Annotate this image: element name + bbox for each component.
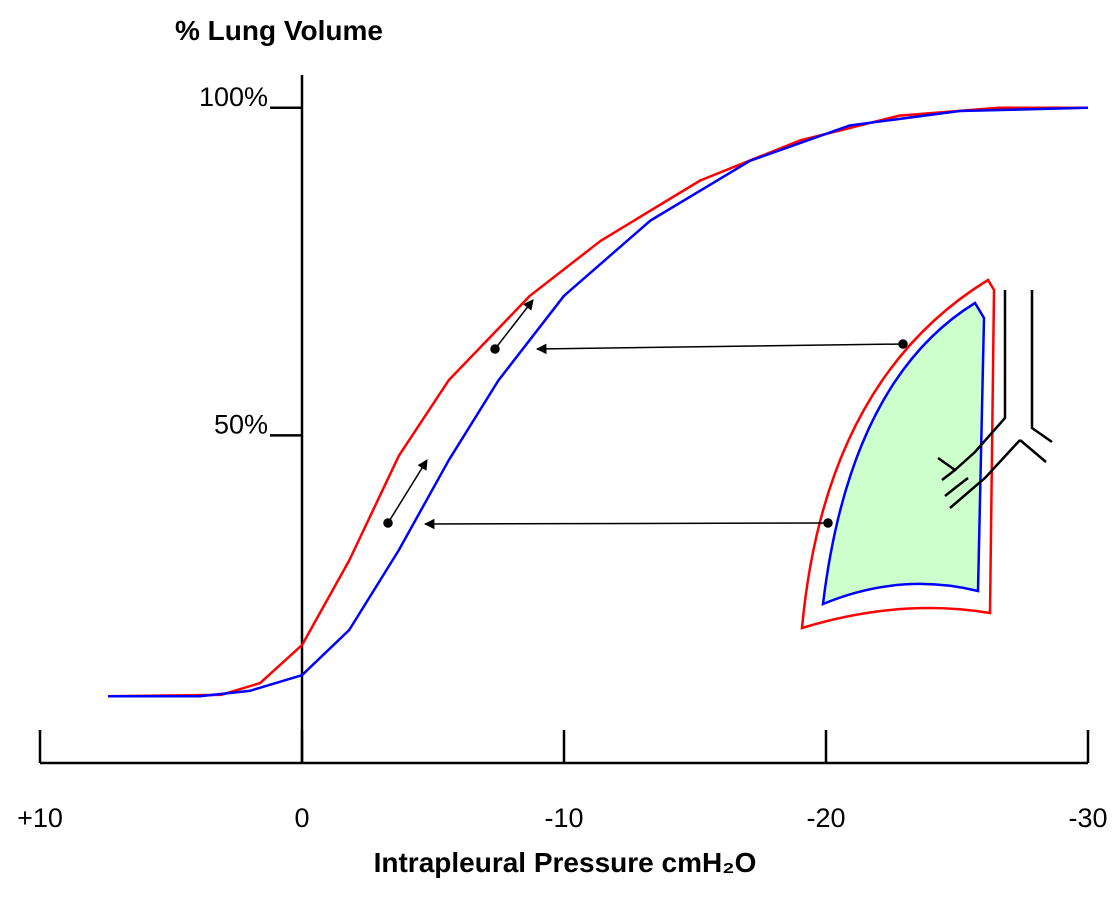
chart-title: % Lung Volume xyxy=(175,15,383,46)
x-axis-label: Intrapleural Pressure cmH₂O xyxy=(374,847,757,878)
y-tick-label: 100% xyxy=(199,82,268,112)
x-tick-label: +10 xyxy=(17,803,63,833)
arrows xyxy=(383,299,908,530)
lung-diagram xyxy=(800,278,1053,630)
x-tick-label: -20 xyxy=(806,803,845,833)
x-tick-label: -10 xyxy=(544,803,583,833)
x-tick-label: 0 xyxy=(294,803,309,833)
line-series xyxy=(108,106,1088,698)
y-tick-label: 50% xyxy=(214,409,268,439)
line-series xyxy=(108,106,1089,698)
x-tick-label: -30 xyxy=(1068,803,1107,833)
